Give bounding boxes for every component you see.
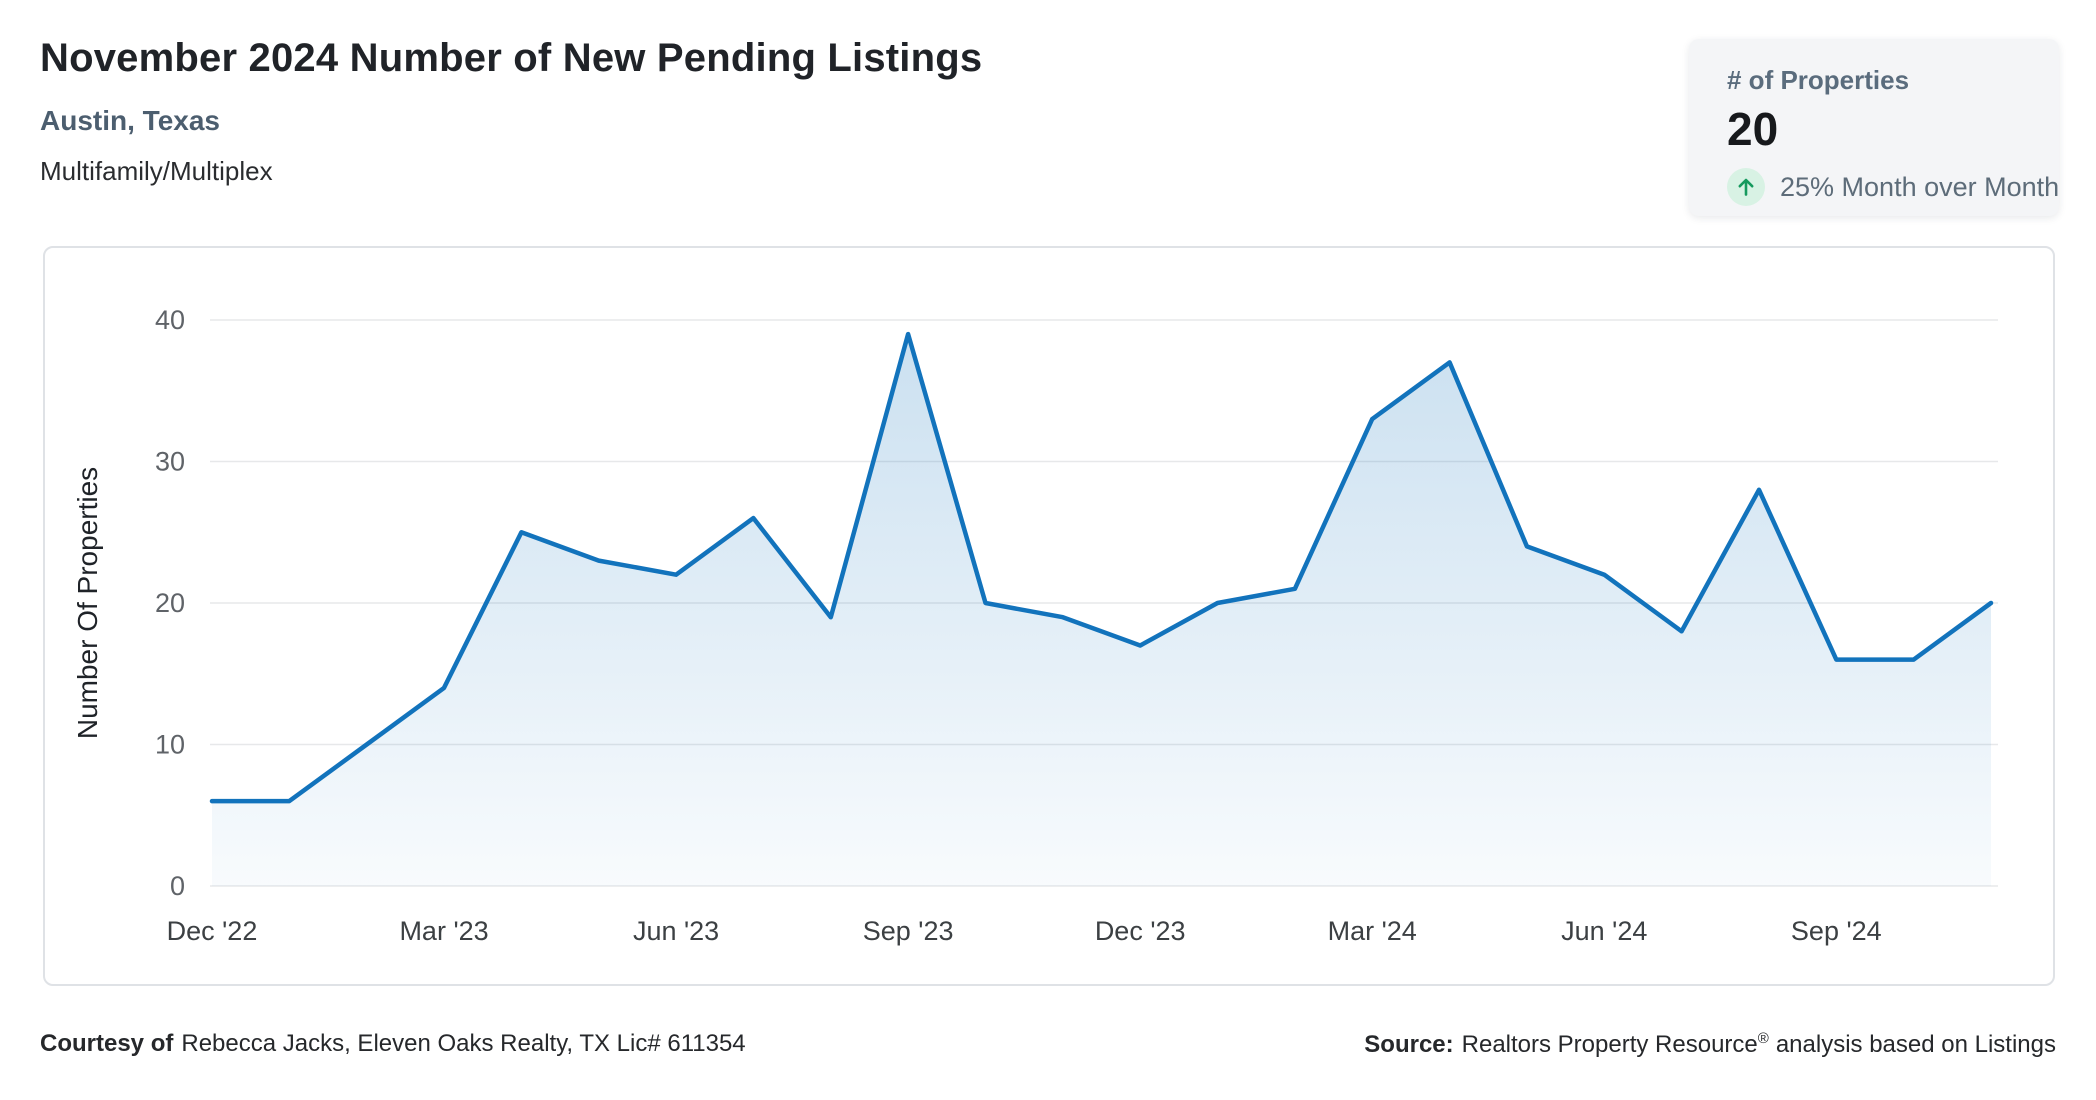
svg-text:Dec '22: Dec '22 [167,916,258,946]
source-label: Source: [1364,1031,1454,1058]
svg-text:Number Of Properties: Number Of Properties [72,467,103,739]
svg-text:0: 0 [170,871,185,901]
svg-text:Mar '24: Mar '24 [1328,916,1417,946]
courtesy-note: Courtesy of Rebecca Jacks, Eleven Oaks Re… [40,1030,746,1058]
source-text: Realtors Property Resource [1461,1031,1758,1058]
svg-text:10: 10 [155,730,185,760]
courtesy-label: Courtesy of [40,1030,174,1057]
svg-text:Jun '23: Jun '23 [633,916,719,946]
page-title: November 2024 Number of New Pending List… [40,36,983,80]
chart-card: 0 10 20 30 40 Dec '22 Mar '23 Jun '23 Sep '23 Dec… [43,246,2055,986]
svg-text:Jun '24: Jun '24 [1561,916,1647,946]
svg-text:Sep '24: Sep '24 [1791,916,1882,946]
svg-text:40: 40 [155,305,185,335]
stat-trend-row: 25% Month over Month [1727,168,2059,206]
stat-card-value: 20 [1727,103,1779,155]
stat-card-label: # of Properties [1727,65,1910,95]
svg-text:Dec '23: Dec '23 [1095,916,1186,946]
trend-text: 25% Month over Month [1780,171,2060,202]
location-subtitle: Austin, Texas [40,105,220,136]
svg-text:30: 30 [155,447,185,477]
source-note: Source: Realtors Property Resource® analys… [1364,1030,2056,1059]
svg-text:Mar '23: Mar '23 [399,916,488,946]
property-type-label: Multifamily/Multiplex [40,156,273,186]
arrow-up-icon [1727,168,1765,206]
line-chart: 0 10 20 30 40 Dec '22 Mar '23 Jun '23 Sep '23 Dec… [72,305,1998,946]
registered-mark: ® [1757,1030,1769,1047]
svg-text:20: 20 [155,588,185,618]
stat-card: # of Properties 20 25% Month over Month [1689,39,2059,216]
source-text-tail: analysis based on Listings [1775,1031,2056,1058]
courtesy-text: Rebecca Jacks, Eleven Oaks Realty, TX Li… [181,1030,746,1057]
svg-text:Sep '23: Sep '23 [863,916,954,946]
